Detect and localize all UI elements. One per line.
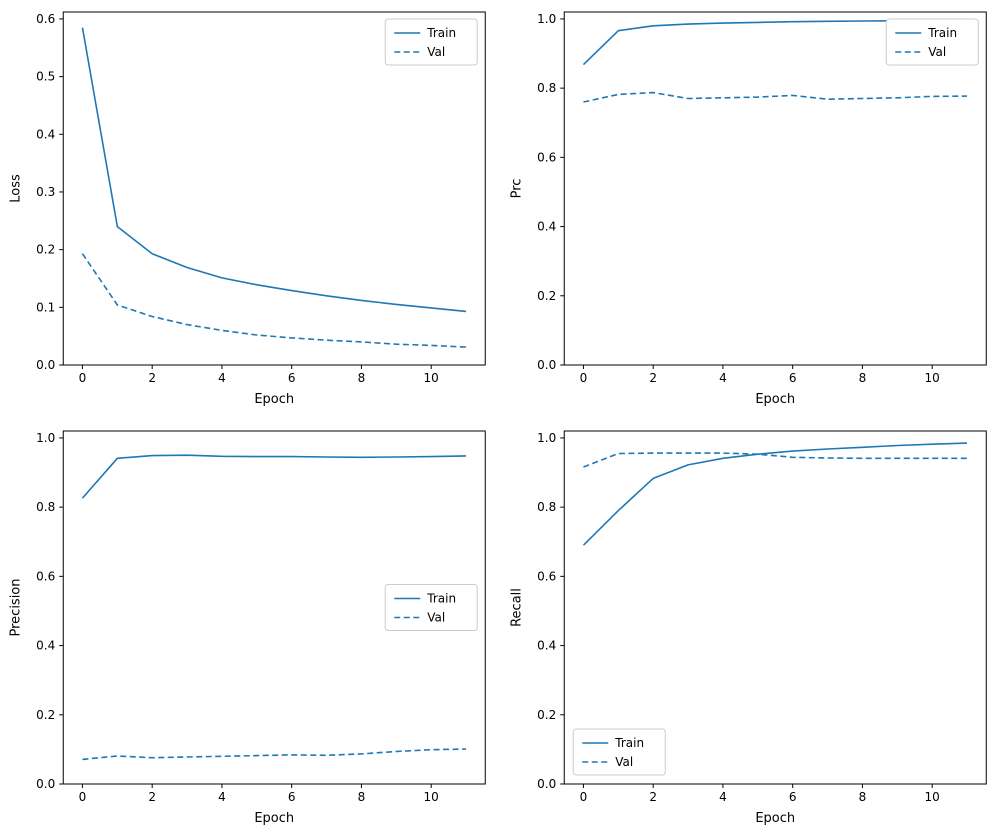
y-tick-label: 0.2 [537,289,556,303]
legend-box [572,728,666,776]
y-tick-label: 1.0 [537,431,556,445]
y-tick-label: 0.4 [537,639,556,653]
y-axis-label: Prc [509,179,524,199]
y-tick-label: 0.8 [537,81,556,95]
y-tick-label: 0.2 [537,708,556,722]
y-tick-label: 0.6 [537,150,556,164]
legend-label-train: Train [426,26,456,40]
series-line-train [81,27,467,313]
legend-label-val: Val [928,45,946,59]
y-tick-label: 1.0 [537,12,556,26]
subplot-loss: 0 2 4 6 8 10 0.0 0.1 0.2 0.3 0.4 0.5 0.6 Epoch Loss Tra… [0,0,501,419]
axes-frame [563,11,987,366]
y-tick-label: 0.4 [36,639,55,653]
legend-box [384,18,478,66]
x-tick-label: 8 [358,790,366,804]
x-tick-label: 2 [649,790,657,804]
subplot-prc: 0 2 4 6 8 10 0.0 0.2 0.4 0.6 0.8 1.0 Epoch Prc Train Va… [501,0,1001,419]
x-tick-label: 4 [719,371,727,385]
y-tick-label: 0.3 [36,185,55,199]
y-tick-label: 0.2 [36,708,55,722]
x-tick-label: 2 [148,371,156,385]
y-tick-label: 0.8 [537,500,556,514]
x-tick-label: 0 [579,790,587,804]
y-tick-label: 0.4 [537,220,556,234]
y-tick-label: 0.6 [36,12,55,26]
y-axis-label: Loss [8,174,23,203]
x-tick-label: 10 [924,790,939,804]
subplot-recall: 0 2 4 6 8 10 0.0 0.2 0.4 0.6 0.8 1.0 Epoch Recall Trai… [501,419,1001,838]
subplot-precision: 0 2 4 6 8 10 0.0 0.2 0.4 0.6 0.8 1.0 Epoch Precision T… [0,419,501,838]
y-tick-label: 0.0 [36,358,55,372]
series-line-train [81,454,467,499]
legend-label-train: Train [927,26,957,40]
legend-label-val: Val [427,611,445,625]
y-axis-label: Precision [8,578,23,636]
x-axis-label: Epoch [254,392,294,407]
x-axis-label: Epoch [755,392,795,407]
prc-chart: 0 2 4 6 8 10 0.0 0.2 0.4 0.6 0.8 1.0 Epoch Prc Train Va… [509,11,987,407]
x-tick-label: 0 [79,371,87,385]
axes-frame [563,430,987,785]
x-tick-label: 10 [424,371,439,385]
legend-label-train: Train [614,736,644,750]
x-tick-label: 8 [858,371,866,385]
y-tick-label: 0.0 [537,358,556,372]
y-tick-label: 0.8 [36,500,55,514]
x-tick-label: 4 [719,790,727,804]
legend-label-val: Val [427,45,445,59]
x-tick-label: 10 [424,790,439,804]
x-tick-label: 8 [358,371,366,385]
y-tick-label: 1.0 [36,431,55,445]
recall-chart: 0 2 4 6 8 10 0.0 0.2 0.4 0.6 0.8 1.0 Epoch Recall Trai… [509,430,987,826]
loss-chart: 0 2 4 6 8 10 0.0 0.1 0.2 0.3 0.4 0.5 0.6 Epoch Loss Tra… [8,11,486,407]
series-line-val [582,452,967,468]
series-line-train [582,442,967,546]
x-tick-label: 0 [579,371,587,385]
axes-frame [62,430,486,785]
y-tick-label: 0.2 [36,243,55,257]
x-tick-label: 10 [924,371,939,385]
y-axis-label: Recall [509,588,524,627]
y-tick-label: 0.0 [36,777,55,791]
precision-chart: 0 2 4 6 8 10 0.0 0.2 0.4 0.6 0.8 1.0 Epoch Precision T… [8,430,486,826]
x-tick-label: 6 [788,371,796,385]
y-tick-label: 0.4 [36,127,55,141]
x-tick-label: 4 [218,790,226,804]
x-axis-label: Epoch [755,811,795,826]
x-tick-label: 0 [79,790,87,804]
x-tick-label: 6 [788,790,796,804]
x-axis-label: Epoch [254,811,294,826]
series-line-val [582,91,967,103]
legend-label-val: Val [615,755,633,769]
x-tick-label: 4 [218,371,226,385]
y-tick-label: 0.6 [537,569,556,583]
y-tick-label: 0.1 [36,300,55,314]
legend-box [885,18,979,66]
x-tick-label: 8 [858,790,866,804]
axes-frame [62,11,486,366]
series-line-val [81,253,467,348]
x-tick-label: 6 [288,371,296,385]
legend-box [384,584,478,631]
series-line-val [82,748,467,761]
y-tick-label: 0.0 [537,777,556,791]
y-tick-label: 0.5 [36,70,55,84]
x-tick-label: 2 [649,371,657,385]
legend-label-train: Train [426,592,456,606]
y-tick-label: 0.6 [36,569,55,583]
x-tick-label: 2 [148,790,156,804]
x-tick-label: 6 [288,790,296,804]
